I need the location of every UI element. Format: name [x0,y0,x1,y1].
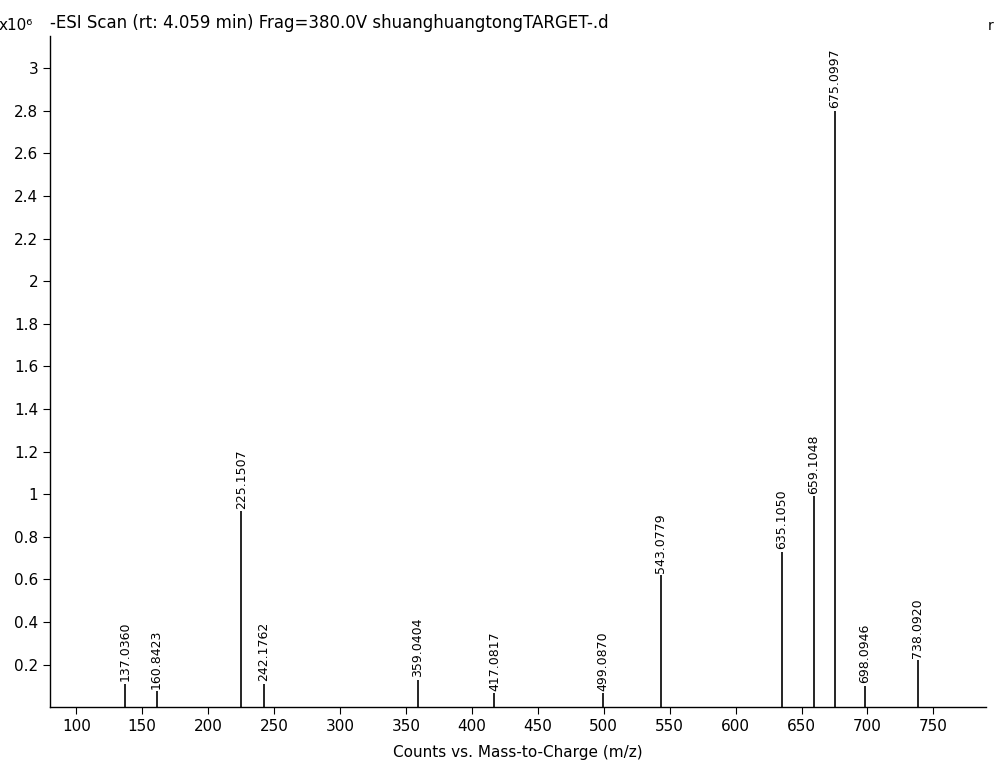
Text: 225.1507: 225.1507 [235,449,248,509]
X-axis label: Counts vs. Mass-to-Charge (m/z): Counts vs. Mass-to-Charge (m/z) [393,745,643,760]
Text: 137.0360: 137.0360 [119,622,132,681]
Text: 659.1048: 659.1048 [807,434,820,494]
Text: 242.1762: 242.1762 [257,622,270,681]
Text: 635.1050: 635.1050 [775,489,788,549]
Text: 738.0920: 738.0920 [911,598,924,658]
Text: -ESI Scan (rt: 4.059 min) Frag=380.0V shuanghuangtongTARGET-.d: -ESI Scan (rt: 4.059 min) Frag=380.0V sh… [50,14,609,32]
Text: r: r [988,19,994,33]
Text: 698.0946: 698.0946 [858,624,871,683]
Text: 359.0404: 359.0404 [411,618,424,677]
Text: 499.0870: 499.0870 [596,631,609,690]
Text: 675.0997: 675.0997 [828,49,841,108]
Text: 160.8423: 160.8423 [150,629,163,689]
Text: x10⁶: x10⁶ [0,18,33,33]
Text: 417.0817: 417.0817 [488,631,501,690]
Text: 543.0779: 543.0779 [654,513,667,573]
